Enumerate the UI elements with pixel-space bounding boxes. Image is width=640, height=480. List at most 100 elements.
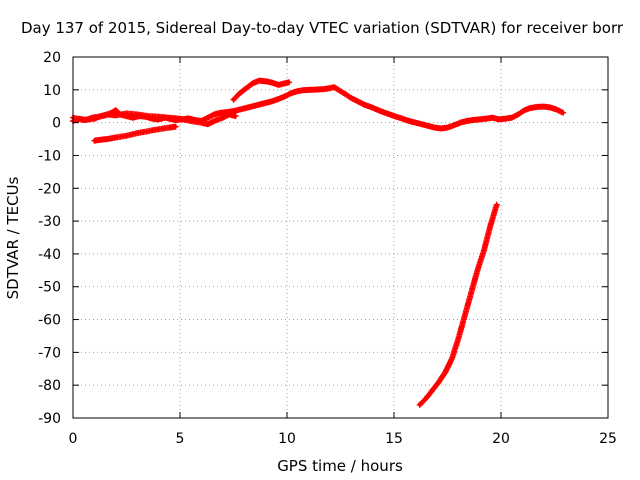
y-tick-label: -60 (38, 313, 61, 329)
data-point (548, 105, 552, 110)
y-tick-label: 10 (43, 83, 61, 99)
data-point (82, 118, 86, 122)
data-point (167, 116, 171, 120)
data-point (497, 117, 501, 121)
data-point (394, 115, 398, 119)
data-point (219, 111, 223, 115)
data-point (452, 123, 456, 127)
data-point (114, 108, 118, 112)
data-point (443, 370, 447, 374)
data-markers (70, 84, 567, 132)
x-tick-label: 25 (599, 431, 617, 447)
data-point (146, 114, 150, 118)
data-point (424, 396, 428, 400)
data-point (368, 105, 373, 109)
data-point (471, 118, 475, 122)
data-point (99, 114, 103, 118)
x-tick-label: 20 (492, 431, 510, 447)
data-point (264, 101, 268, 105)
x-axis-label: GPS time / hours (277, 457, 403, 475)
data-point (257, 103, 261, 107)
data-point (287, 80, 291, 84)
data-point (105, 137, 109, 141)
data-point (124, 134, 129, 138)
data-point (420, 122, 424, 126)
x-tick-label: 15 (385, 431, 403, 447)
data-segment (91, 123, 179, 144)
data-point (212, 112, 216, 116)
data-point (555, 107, 559, 112)
data-point (445, 126, 450, 130)
data-point (302, 88, 306, 92)
data-point (535, 105, 540, 109)
data-point (522, 108, 527, 112)
data-point (418, 403, 422, 407)
data-point (503, 117, 507, 121)
data-point (199, 121, 203, 125)
data-point (276, 97, 280, 101)
data-point (495, 203, 499, 207)
y-tick-label: 0 (52, 116, 61, 132)
data-point (238, 91, 242, 95)
data-point (135, 131, 139, 135)
data-point (401, 117, 405, 121)
data-point (475, 268, 480, 272)
data-point (135, 112, 139, 116)
data-markers (91, 123, 179, 144)
data-points (70, 77, 567, 408)
data-point (227, 112, 231, 116)
y-tick-label: -90 (38, 411, 61, 427)
data-point (157, 127, 161, 131)
data-point (234, 114, 238, 118)
data-point (174, 125, 178, 129)
data-segment (230, 77, 293, 103)
y-tick-label: -10 (38, 148, 61, 164)
data-point (321, 87, 325, 91)
data-point (178, 117, 182, 121)
data-point (244, 106, 248, 110)
data-point (375, 107, 379, 112)
y-tick-label: -50 (38, 280, 61, 296)
data-point (356, 99, 360, 103)
chart-title: Day 137 of 2015, Sidereal Day-to-day VTE… (21, 19, 624, 37)
data-point (315, 87, 319, 92)
data-point (276, 83, 280, 87)
data-point (490, 116, 494, 120)
data-point (516, 112, 520, 116)
data-point (124, 111, 129, 115)
data-point (206, 122, 210, 126)
data-point (488, 224, 492, 228)
data-point (283, 81, 287, 85)
y-tick-label: -30 (38, 214, 61, 230)
data-point (336, 88, 340, 92)
y-axis-label: SDTVAR / TECUs (4, 176, 22, 299)
data-point (437, 380, 441, 384)
data-point (328, 86, 332, 90)
data-point (308, 88, 313, 92)
data-point (463, 314, 467, 318)
data-point (289, 91, 293, 95)
data-point (381, 110, 385, 114)
data-point (206, 116, 210, 120)
data-point (478, 117, 482, 121)
data-point (456, 337, 460, 341)
data-point (105, 112, 109, 116)
data-point (157, 115, 161, 119)
data-point (251, 104, 255, 108)
data-point (114, 113, 118, 117)
data-point (167, 126, 171, 130)
data-point (439, 126, 443, 131)
data-point (510, 116, 514, 120)
data-point (244, 86, 248, 90)
data-point (146, 129, 150, 133)
data-point (458, 121, 462, 125)
data-point (189, 119, 193, 123)
data-point (332, 85, 336, 89)
data-point (283, 94, 287, 98)
data-point (407, 119, 411, 123)
data-point (231, 109, 236, 113)
y-tick-label: -40 (38, 247, 61, 263)
data-point (251, 81, 255, 85)
plot-frame (72, 56, 609, 419)
data-segment (70, 110, 239, 128)
